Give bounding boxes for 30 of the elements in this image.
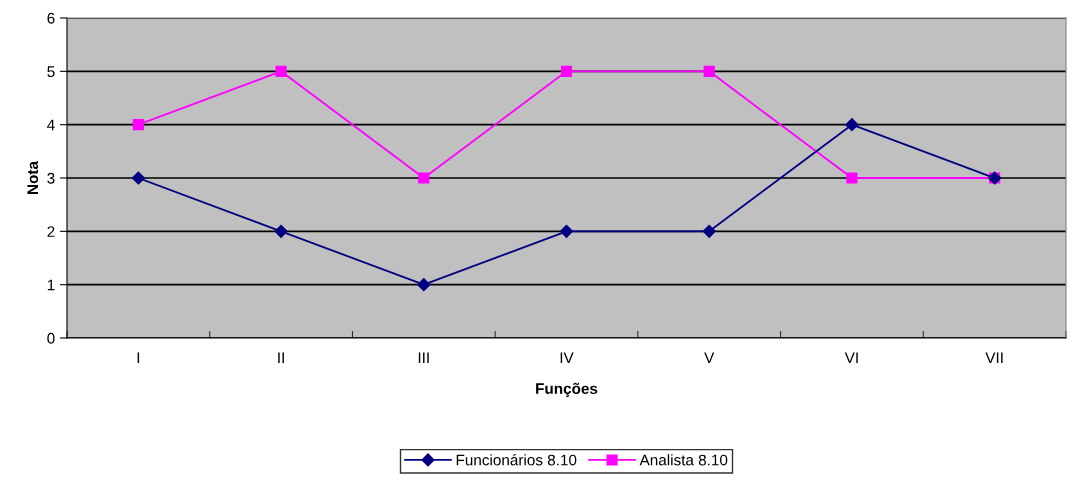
- point: [132, 119, 144, 131]
- x-tick-label: I: [137, 352, 140, 363]
- point: [417, 278, 431, 292]
- x-axis-title: Funções: [536, 382, 598, 398]
- point: [131, 171, 145, 185]
- x-tick-label: II: [278, 352, 284, 363]
- y-tick-label: 6: [47, 12, 55, 24]
- x-tick-label: V: [704, 352, 715, 363]
- x-tick-label: IV: [560, 352, 574, 363]
- y-tick-label: 1: [47, 279, 55, 291]
- legend-label: Funcionários 8.10: [456, 454, 577, 466]
- point: [275, 65, 287, 77]
- point: [846, 172, 858, 184]
- point: [560, 65, 573, 77]
- x-tick-label: III: [418, 352, 429, 363]
- point: [845, 118, 859, 132]
- y-tick-label: 3: [47, 172, 55, 184]
- x-tick-label: VI: [844, 352, 858, 363]
- y-tick-label: 0: [47, 332, 55, 344]
- y-axis-title: Nota: [27, 160, 39, 194]
- point: [702, 224, 716, 238]
- point: [703, 65, 715, 77]
- y-tick-label: 5: [47, 66, 55, 78]
- point: [274, 224, 288, 238]
- y-tick-label: 4: [47, 119, 55, 131]
- legend-label: Analista 8.10: [639, 454, 728, 466]
- x-tick-label: VII: [985, 352, 1003, 363]
- point: [559, 224, 574, 238]
- point: [418, 172, 430, 184]
- y-tick-label: 2: [47, 226, 55, 237]
